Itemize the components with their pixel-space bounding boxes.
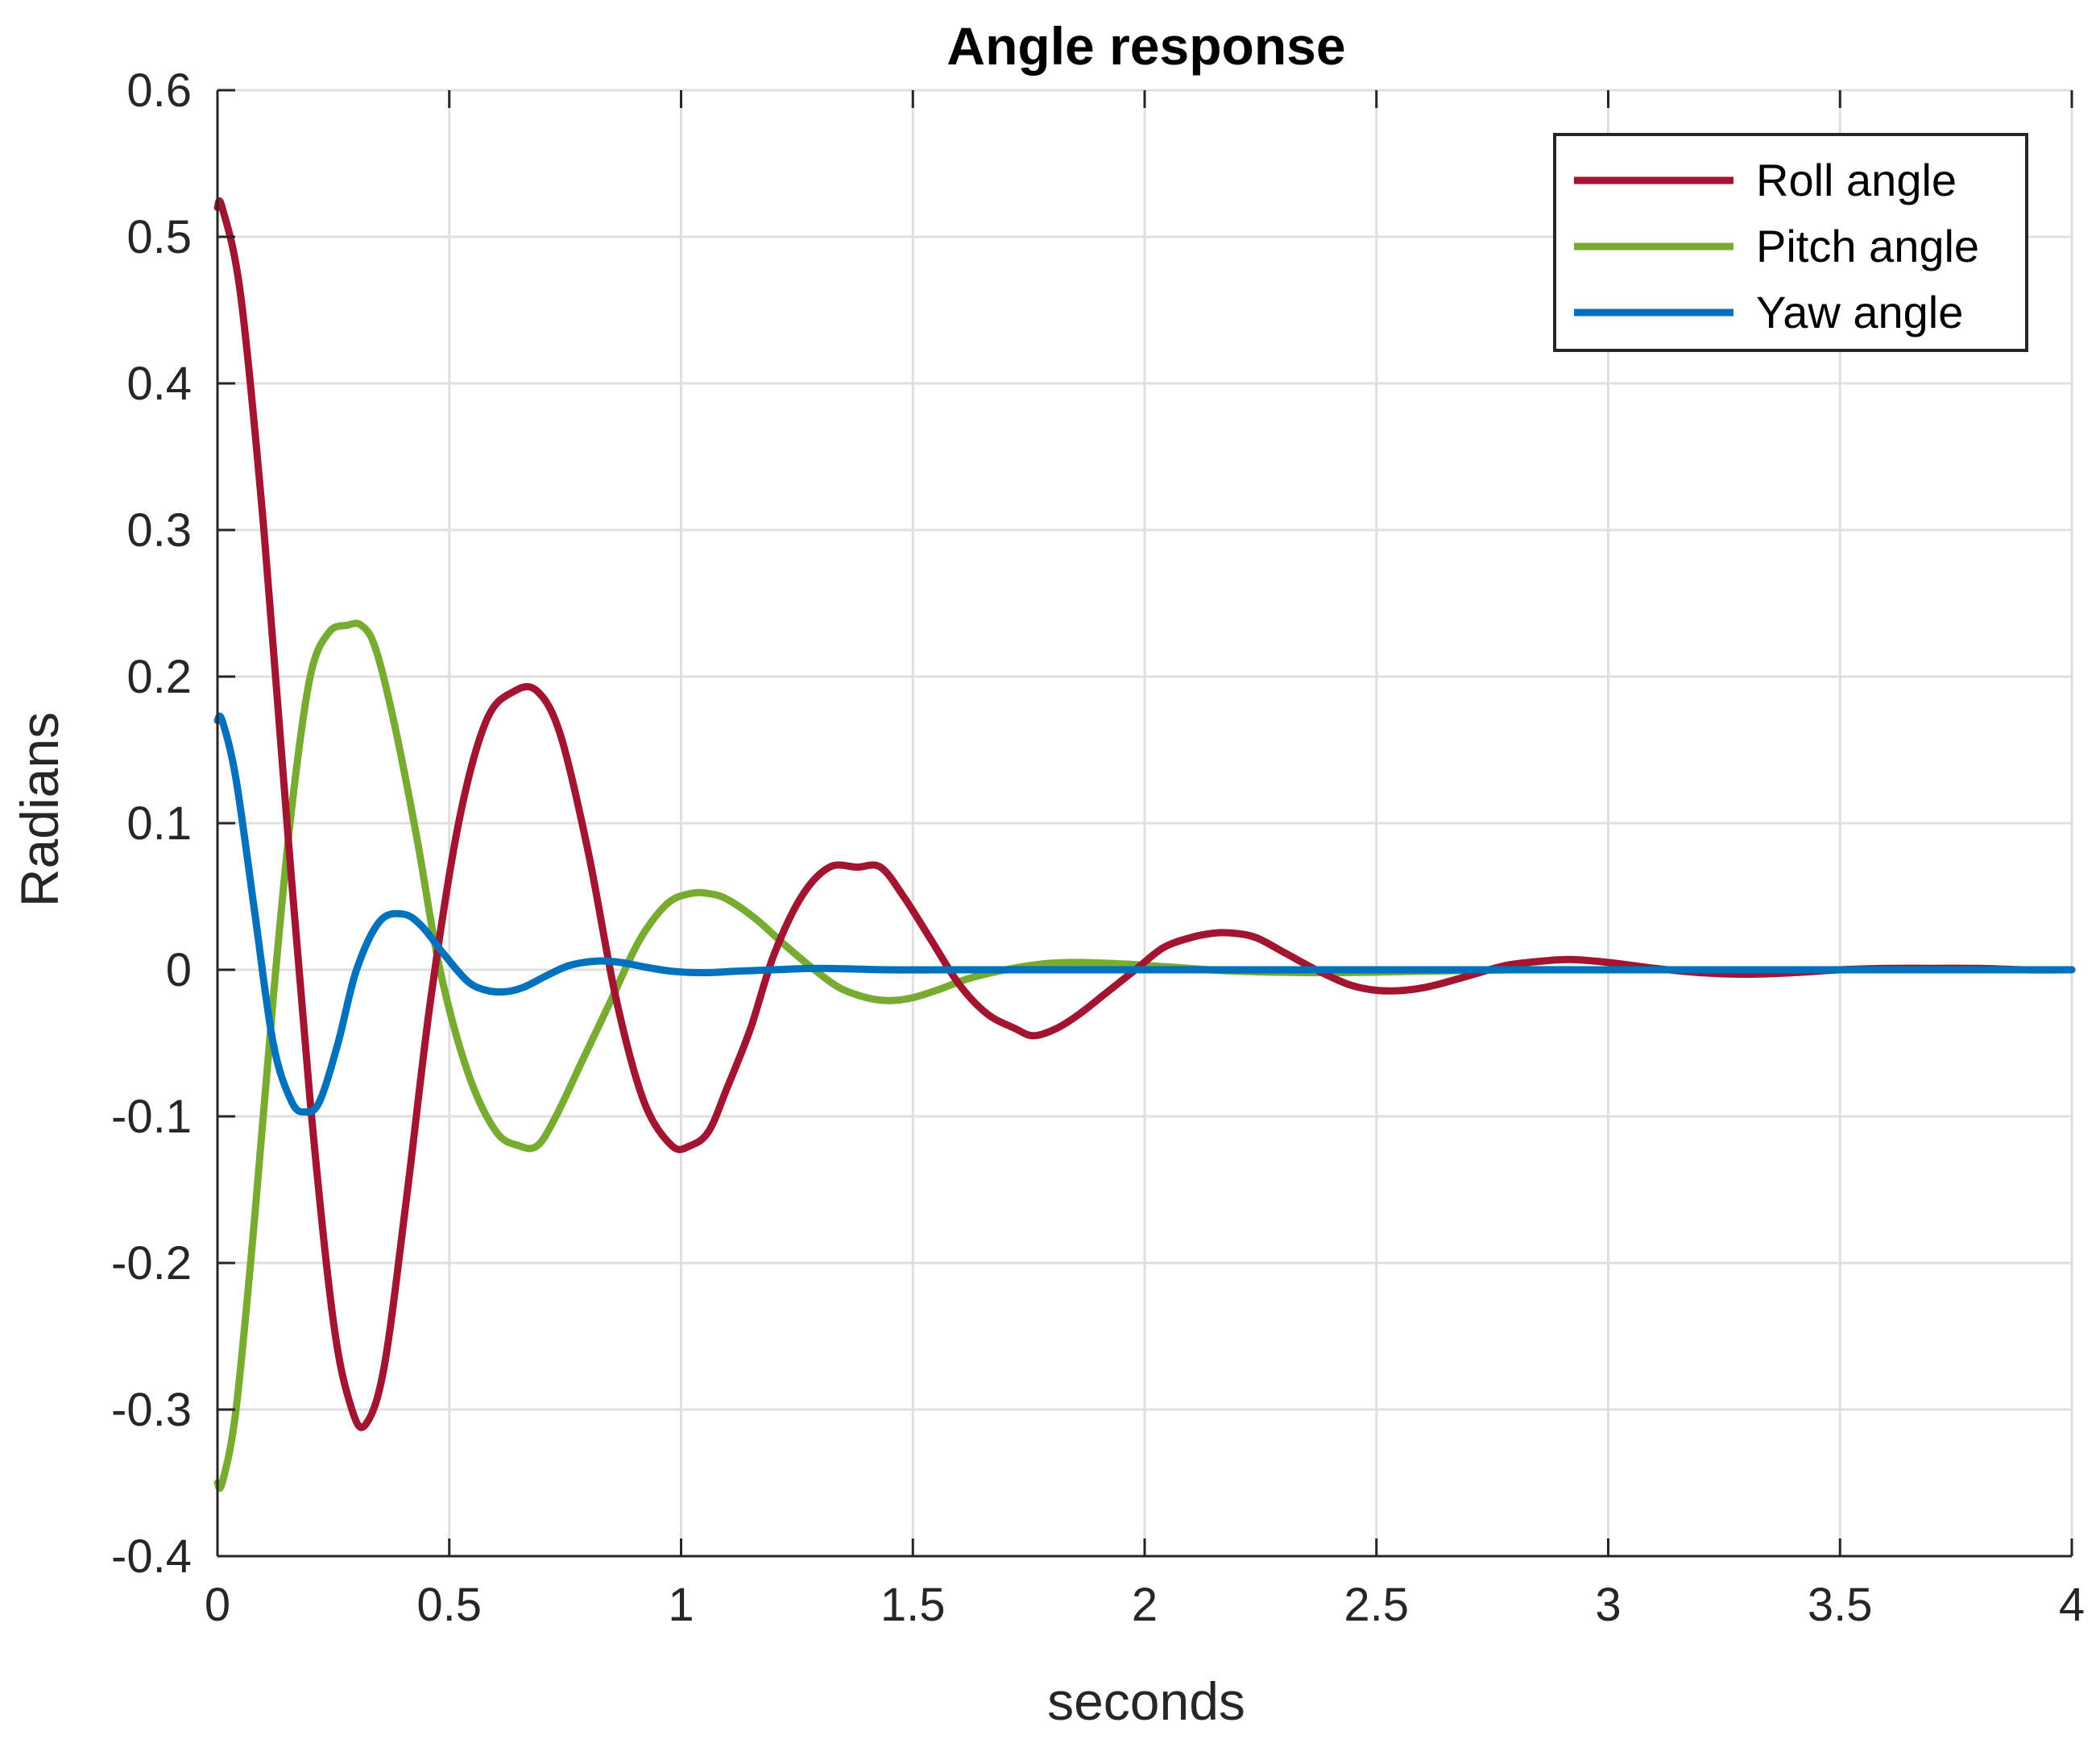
x-axis-label: seconds bbox=[1047, 1671, 1245, 1731]
y-tick-label: 0.2 bbox=[126, 651, 192, 703]
x-tick-label: 0.5 bbox=[416, 1579, 482, 1631]
series-lines bbox=[213, 197, 2076, 1493]
series-line-yaw-angle bbox=[213, 712, 2076, 1116]
y-tick-label: 0 bbox=[166, 944, 192, 996]
x-tick-label: 3 bbox=[1595, 1579, 1621, 1631]
x-tick-label: 1 bbox=[668, 1579, 694, 1631]
legend-label: Pitch angle bbox=[1756, 221, 1979, 271]
tick-labels: 0 0.5 1 1.5 2 2.5 3 3.5 4 -0.4 -0.3 -0.2 -0.1 0 0.1 0.2… bbox=[111, 64, 2085, 1631]
y-tick-label: -0.3 bbox=[111, 1384, 192, 1436]
x-tick-label: 2 bbox=[1132, 1579, 1158, 1631]
chart-title: Angle response bbox=[946, 16, 1345, 76]
y-tick-label: 0.1 bbox=[126, 797, 192, 850]
y-tick-label: 0.3 bbox=[126, 504, 192, 557]
x-tick-label: 1.5 bbox=[880, 1579, 946, 1631]
y-tick-label: -0.4 bbox=[111, 1530, 192, 1583]
x-tick-label: 3.5 bbox=[1808, 1579, 1873, 1631]
x-tick-label: 4 bbox=[2059, 1579, 2085, 1631]
legend: Roll angle Pitch angle Yaw angle bbox=[1553, 133, 2028, 352]
y-axis-label: Radians bbox=[10, 712, 69, 907]
series-line-roll-angle bbox=[213, 197, 2076, 1431]
y-tick-label: 0.5 bbox=[126, 211, 192, 263]
y-tick-label: -0.2 bbox=[111, 1237, 192, 1290]
y-tick-label: 0.6 bbox=[126, 64, 192, 117]
x-tick-label: 0 bbox=[205, 1579, 230, 1631]
y-tick-label: 0.4 bbox=[126, 358, 192, 410]
legend-label: Roll angle bbox=[1756, 155, 1957, 205]
x-tick-label: 2.5 bbox=[1344, 1579, 1409, 1631]
axes bbox=[216, 89, 2073, 1558]
y-tick-label: -0.1 bbox=[111, 1091, 192, 1143]
legend-label: Yaw angle bbox=[1756, 287, 1963, 337]
